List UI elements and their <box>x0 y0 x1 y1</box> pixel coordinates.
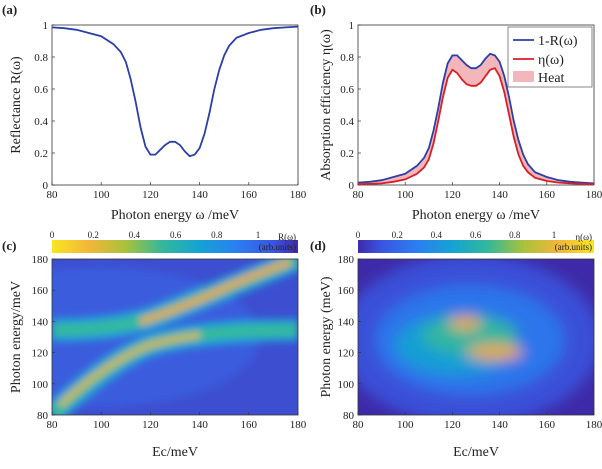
y-axis-label: Reflectance R(ω) <box>9 56 24 154</box>
legend-label-1: 1-R(ω) <box>538 34 578 49</box>
panel-label-c: (c) <box>2 238 16 253</box>
legend-label-2: η(ω) <box>538 53 564 68</box>
colorbar-units: (arb.units) <box>259 242 296 252</box>
y-tick-label: 0.6 <box>340 84 354 96</box>
y-axis-label: Photon energy/meV <box>9 281 24 393</box>
x-tick-label: 80 <box>353 419 365 431</box>
plot-frame <box>357 258 595 416</box>
absorption-efficiency-line <box>357 67 595 186</box>
colorbar-tick-label: 0.8 <box>211 230 223 240</box>
x-tick-label: 80 <box>47 419 59 431</box>
y-tick-label: 160 <box>338 285 355 297</box>
legend: 1-R(ω) η(ω) Heat <box>507 26 593 88</box>
legend-label-heat: Heat <box>538 71 565 86</box>
y-tick-label: 0.4 <box>340 116 354 128</box>
x-tick-label: 100 <box>93 419 110 431</box>
absorption-chart: 80 100 120 140 160 180 0 0.2 0.4 0.6 0.8 1 Photon e… <box>319 20 602 223</box>
x-tick-label: 180 <box>290 419 307 431</box>
y-tick-label: 140 <box>338 316 355 328</box>
heatmap-image <box>52 259 298 415</box>
colorbar-units: (arb.units) <box>555 242 592 252</box>
heat-fill-area <box>358 53 594 185</box>
y-tick-label: 140 <box>32 316 49 328</box>
y-tick-label: 1 <box>349 20 355 32</box>
colorbar-tick-label: 0.2 <box>88 230 99 240</box>
y-axis-label: Photon energy (meV) <box>319 276 334 397</box>
y-tick-label: 0.4 <box>34 116 48 128</box>
x-tick-label: 100 <box>397 189 414 201</box>
x-tick-label: 140 <box>491 189 508 201</box>
x-tick-label: 140 <box>191 419 208 431</box>
x-tick-label: 160 <box>241 419 258 431</box>
y-tick-label: 120 <box>32 348 49 360</box>
y-tick-label: 180 <box>32 254 49 266</box>
panel-label-b: (b) <box>310 2 326 17</box>
y-tick-label: 160 <box>32 285 49 297</box>
y-tick-label: 0.8 <box>34 52 48 64</box>
x-tick-label: 140 <box>191 189 208 201</box>
x-axis-label: Ec/meV <box>152 445 198 460</box>
colorbar <box>358 240 594 253</box>
colorbar-label: R(ω) <box>278 232 296 242</box>
reflectance-line <box>51 25 299 158</box>
x-tick-label: 100 <box>93 189 110 201</box>
y-tick-label: 180 <box>338 254 355 266</box>
x-tick-label: 100 <box>397 419 414 431</box>
colorbar-tick-label: 0.2 <box>392 230 403 240</box>
x-tick-label: 160 <box>241 189 258 201</box>
x-tick-label: 80 <box>353 189 365 201</box>
colorbar-label: η(ω) <box>575 232 592 242</box>
y-tick-label: 100 <box>338 379 355 391</box>
y-tick-label: 0 <box>43 180 49 192</box>
y-tick-label: 0.8 <box>340 52 354 64</box>
plot-frame <box>51 24 299 186</box>
y-tick-label: 0 <box>349 180 355 192</box>
colorbar <box>52 240 298 253</box>
x-tick-label: 160 <box>539 419 556 431</box>
reflectance-heatmap: 0 0.2 0.4 0.6 0.8 1 R(ω) (arb.units) 80 100 120… <box>9 230 307 460</box>
panel-label-d: (d) <box>310 238 326 253</box>
colorbar-tick-label: 0.4 <box>129 230 141 240</box>
x-tick-label: 180 <box>586 419 602 431</box>
colorbar-tick-label: 0 <box>50 230 55 240</box>
y-tick-label: 1 <box>43 20 49 32</box>
x-axis-label: Photon energy ω /meV <box>412 208 540 223</box>
y-tick-label: 80 <box>343 410 355 422</box>
panel-label-a: (a) <box>2 2 17 17</box>
x-tick-label: 120 <box>142 189 159 201</box>
y-tick-label: 0.2 <box>340 148 354 160</box>
x-tick-label: 80 <box>47 189 59 201</box>
x-axis-label: Photon energy ω /meV <box>111 208 239 223</box>
colorbar-tick-label: 0.8 <box>509 230 521 240</box>
reflectance-chart: 80 100 120 140 160 180 0 0.2 0.4 0.6 0.8 1 Photon e… <box>9 20 307 223</box>
colorbar-tick-label: 0.4 <box>431 230 443 240</box>
x-axis-label: Ec/meV <box>453 445 499 460</box>
colorbar-tick-label: 0 <box>356 230 361 240</box>
x-tick-label: 120 <box>444 419 461 431</box>
x-tick-label: 180 <box>586 189 602 201</box>
one-minus-reflectance-line <box>357 52 595 185</box>
plot-frame <box>51 258 299 416</box>
x-tick-label: 160 <box>539 189 556 201</box>
y-axis-label: Absorption efficiency η(ω) <box>319 29 334 181</box>
x-tick-label: 120 <box>142 419 159 431</box>
colorbar-tick-label: 1 <box>552 230 557 240</box>
legend-swatch-heat <box>513 71 534 82</box>
y-tick-label: 0.2 <box>34 148 48 160</box>
y-tick-label: 80 <box>37 410 49 422</box>
x-tick-label: 180 <box>290 189 307 201</box>
x-tick-label: 140 <box>491 419 508 431</box>
colorbar-tick-label: 1 <box>256 230 261 240</box>
y-tick-label: 100 <box>32 379 49 391</box>
y-tick-label: 0.6 <box>34 84 48 96</box>
y-tick-label: 120 <box>338 348 355 360</box>
absorption-heatmap: 0 0.2 0.4 0.6 0.8 1 η(ω) (arb.units) 80 100 120… <box>319 230 602 460</box>
colorbar-tick-label: 0.6 <box>470 230 482 240</box>
heatmap-image <box>358 259 594 415</box>
x-tick-label: 120 <box>444 189 461 201</box>
colorbar-tick-label: 0.6 <box>170 230 182 240</box>
